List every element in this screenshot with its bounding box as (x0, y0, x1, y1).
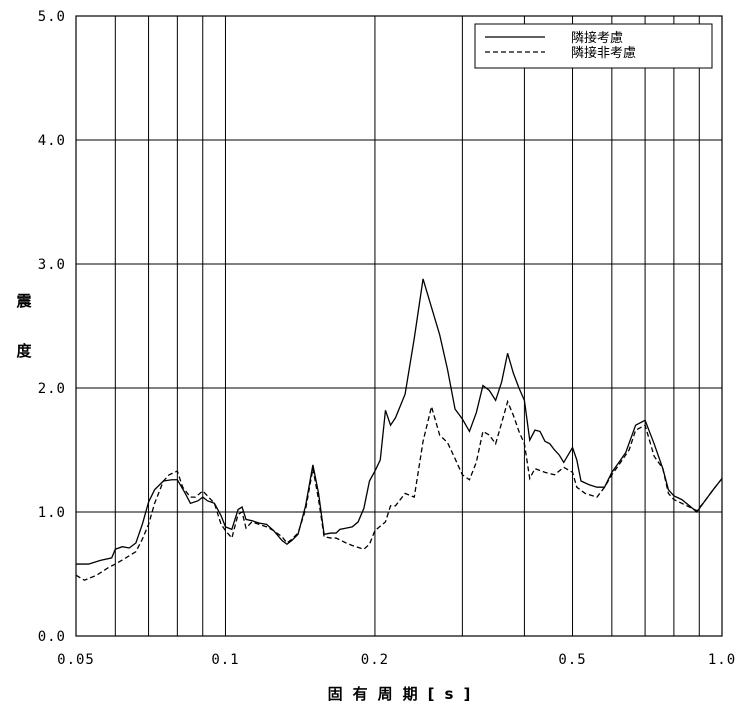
x-tick-label: 0.05 (57, 652, 95, 668)
y-tick-label: 0.0 (38, 629, 66, 645)
y-tick-label: 1.0 (38, 505, 66, 521)
series-layer (75, 278, 723, 581)
x-tick-label: 1.0 (708, 652, 736, 668)
y-tick-label: 4.0 (38, 133, 66, 149)
legend-label-1: 隣接考慮 (571, 30, 623, 46)
legend-label-2: 隣接非考慮 (571, 45, 636, 61)
series-line-1 (76, 278, 723, 565)
x-tick-label: 0.5 (558, 652, 586, 668)
y-tick-label: 5.0 (38, 9, 66, 25)
y-axis-label-char: 震 (16, 292, 32, 310)
legend-box (474, 23, 713, 69)
series-line-2 (75, 399, 723, 581)
x-tick-label: 0.2 (361, 652, 389, 668)
tick-labels: 0.0 1.0 2.0 3.0 4.0 5.0 0.05 0.1 0.2 0.5 1.0 (38, 9, 736, 668)
y-axis-label: 震度 (16, 292, 32, 360)
y-tick-label: 2.0 (38, 381, 66, 397)
grid-lines (76, 16, 722, 636)
x-axis-label: 固有周期[s] (328, 685, 481, 703)
plot-frame (75, 15, 723, 637)
x-tick-label: 0.1 (211, 652, 239, 668)
y-tick-label: 3.0 (38, 257, 66, 273)
y-axis-label-char: 度 (16, 342, 32, 360)
